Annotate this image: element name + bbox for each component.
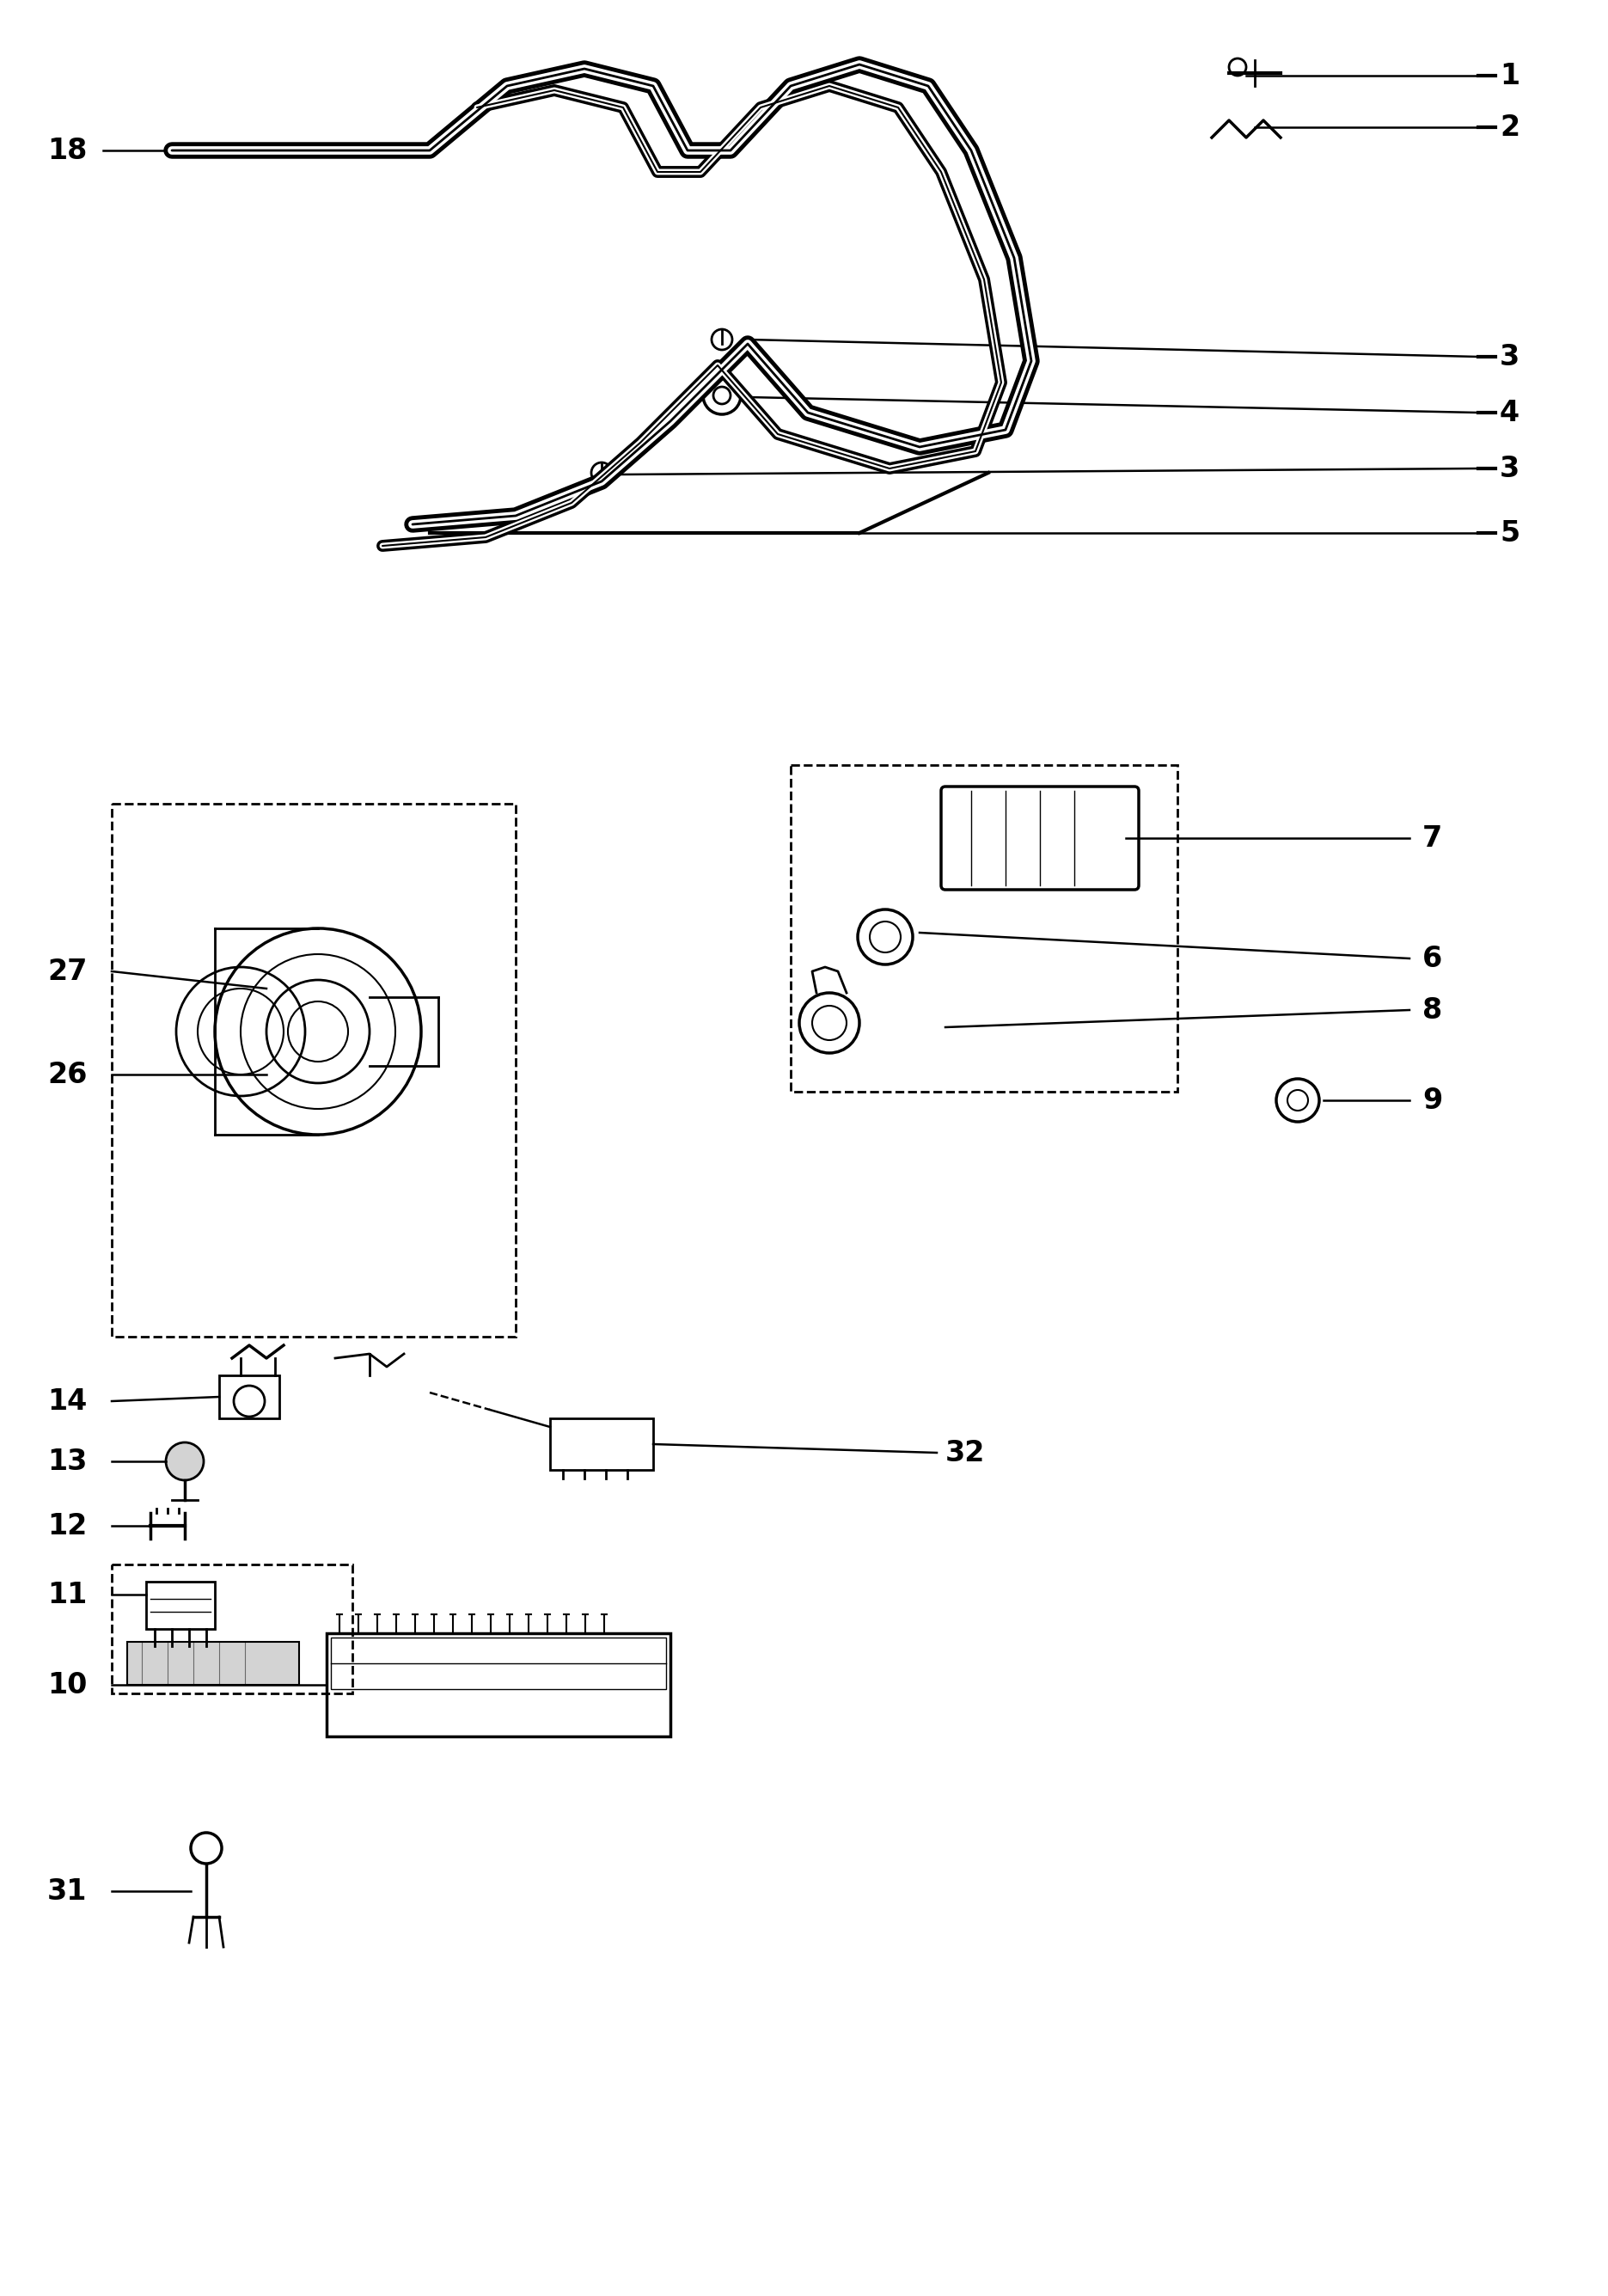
- Text: 1: 1: [1500, 62, 1520, 90]
- Text: 10: 10: [47, 1671, 87, 1699]
- Bar: [219, 1375, 280, 1419]
- Bar: [326, 1632, 671, 1736]
- Bar: [146, 1582, 215, 1628]
- Text: 14: 14: [47, 1387, 87, 1414]
- Text: 9: 9: [1423, 1086, 1442, 1114]
- Text: 26: 26: [47, 1061, 87, 1088]
- Text: 27: 27: [47, 957, 87, 985]
- Bar: [111, 1564, 352, 1694]
- Text: 5: 5: [1500, 519, 1520, 546]
- Bar: [111, 804, 516, 1336]
- Bar: [331, 1637, 666, 1690]
- Text: 12: 12: [47, 1511, 87, 1541]
- Text: 4: 4: [1500, 400, 1520, 427]
- Text: 32: 32: [946, 1440, 986, 1467]
- Text: 18: 18: [47, 135, 87, 165]
- Bar: [550, 1419, 653, 1469]
- Bar: [127, 1642, 299, 1685]
- Text: 8: 8: [1423, 996, 1442, 1024]
- Text: 7: 7: [1423, 824, 1442, 852]
- Text: 3: 3: [1500, 342, 1520, 372]
- Text: 3: 3: [1500, 455, 1520, 482]
- Text: 13: 13: [47, 1446, 87, 1476]
- Bar: [791, 765, 1177, 1091]
- Circle shape: [166, 1442, 204, 1481]
- Text: 2: 2: [1500, 113, 1520, 142]
- Text: 31: 31: [47, 1876, 87, 1906]
- Text: 6: 6: [1423, 944, 1442, 974]
- Text: 11: 11: [47, 1580, 87, 1609]
